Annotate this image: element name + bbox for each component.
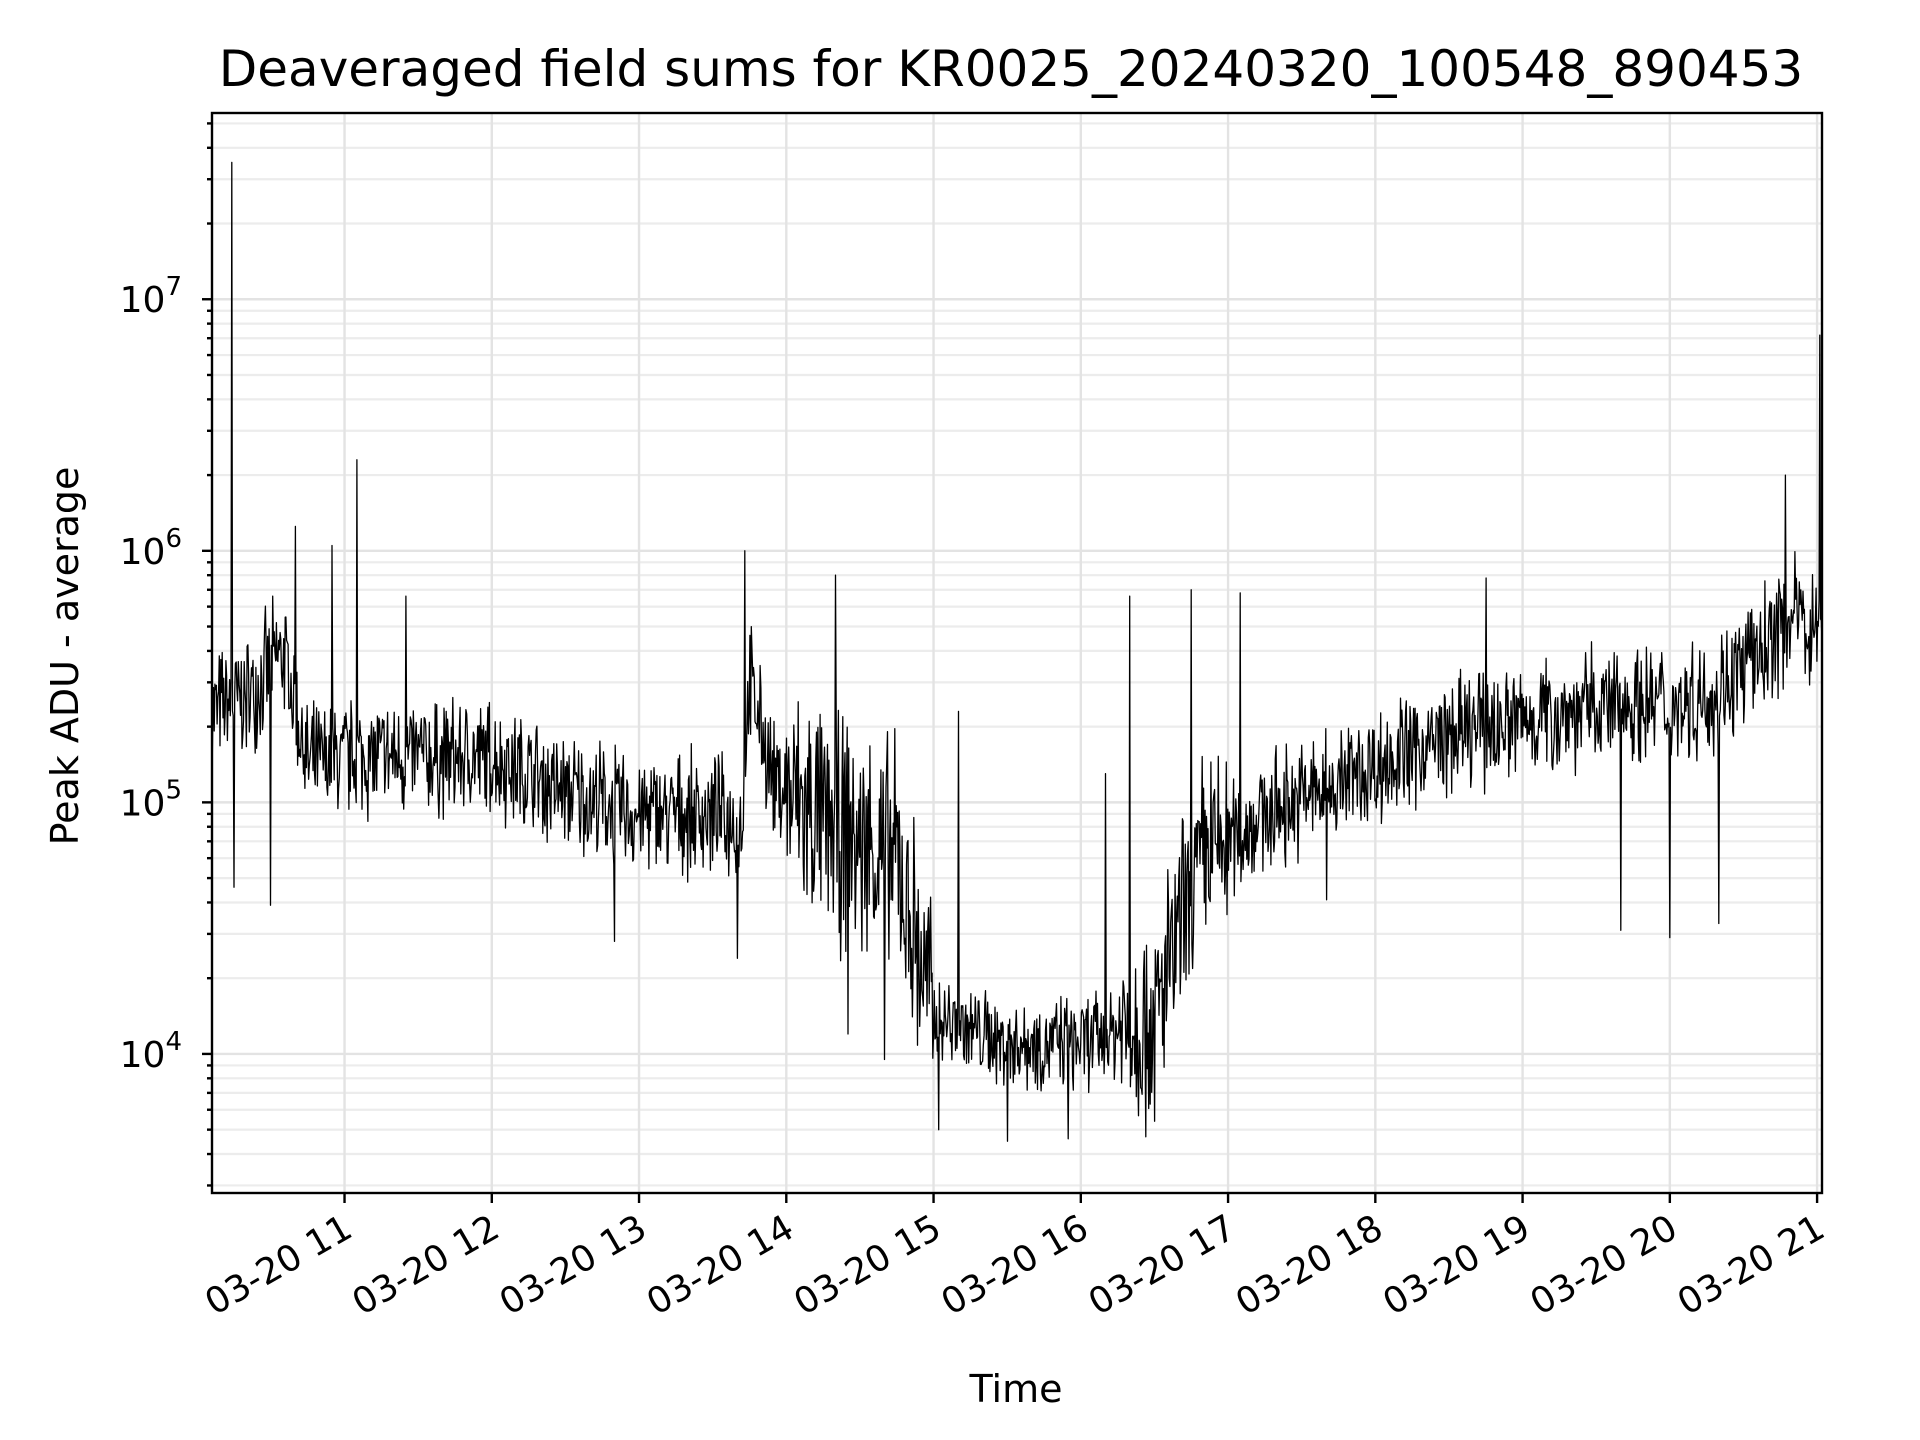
y-tick-label: 106 (120, 524, 182, 573)
x-tick-label: 03-20 12 (346, 1207, 507, 1323)
x-tick-label: 03-20 20 (1524, 1207, 1685, 1323)
y-tick-label: 105 (120, 775, 182, 824)
x-tick-label: 03-20 15 (787, 1207, 948, 1323)
grid (212, 113, 1822, 1193)
x-tick-label: 03-20 14 (640, 1207, 801, 1323)
x-tick-label: 03-20 16 (935, 1207, 1096, 1323)
x-tick-label: 03-20 11 (198, 1207, 359, 1323)
chart-title: Deaveraged field sums for KR0025_2024032… (219, 40, 1803, 98)
x-axis-label: Time (969, 1367, 1063, 1411)
plot-frame (210, 111, 1824, 1195)
y-tick-label: 107 (120, 272, 182, 321)
x-tick-label: 03-20 19 (1376, 1207, 1537, 1323)
x-tick-label: 03-20 17 (1082, 1207, 1243, 1323)
y-tick-label: 104 (120, 1027, 182, 1076)
x-tick-label: 03-20 21 (1671, 1207, 1832, 1323)
y-axis-label: Peak ADU - average (43, 467, 87, 846)
series-line (211, 161, 1823, 1142)
x-tick-label: 03-20 18 (1229, 1207, 1390, 1323)
x-tick-label: 03-20 13 (493, 1207, 654, 1323)
